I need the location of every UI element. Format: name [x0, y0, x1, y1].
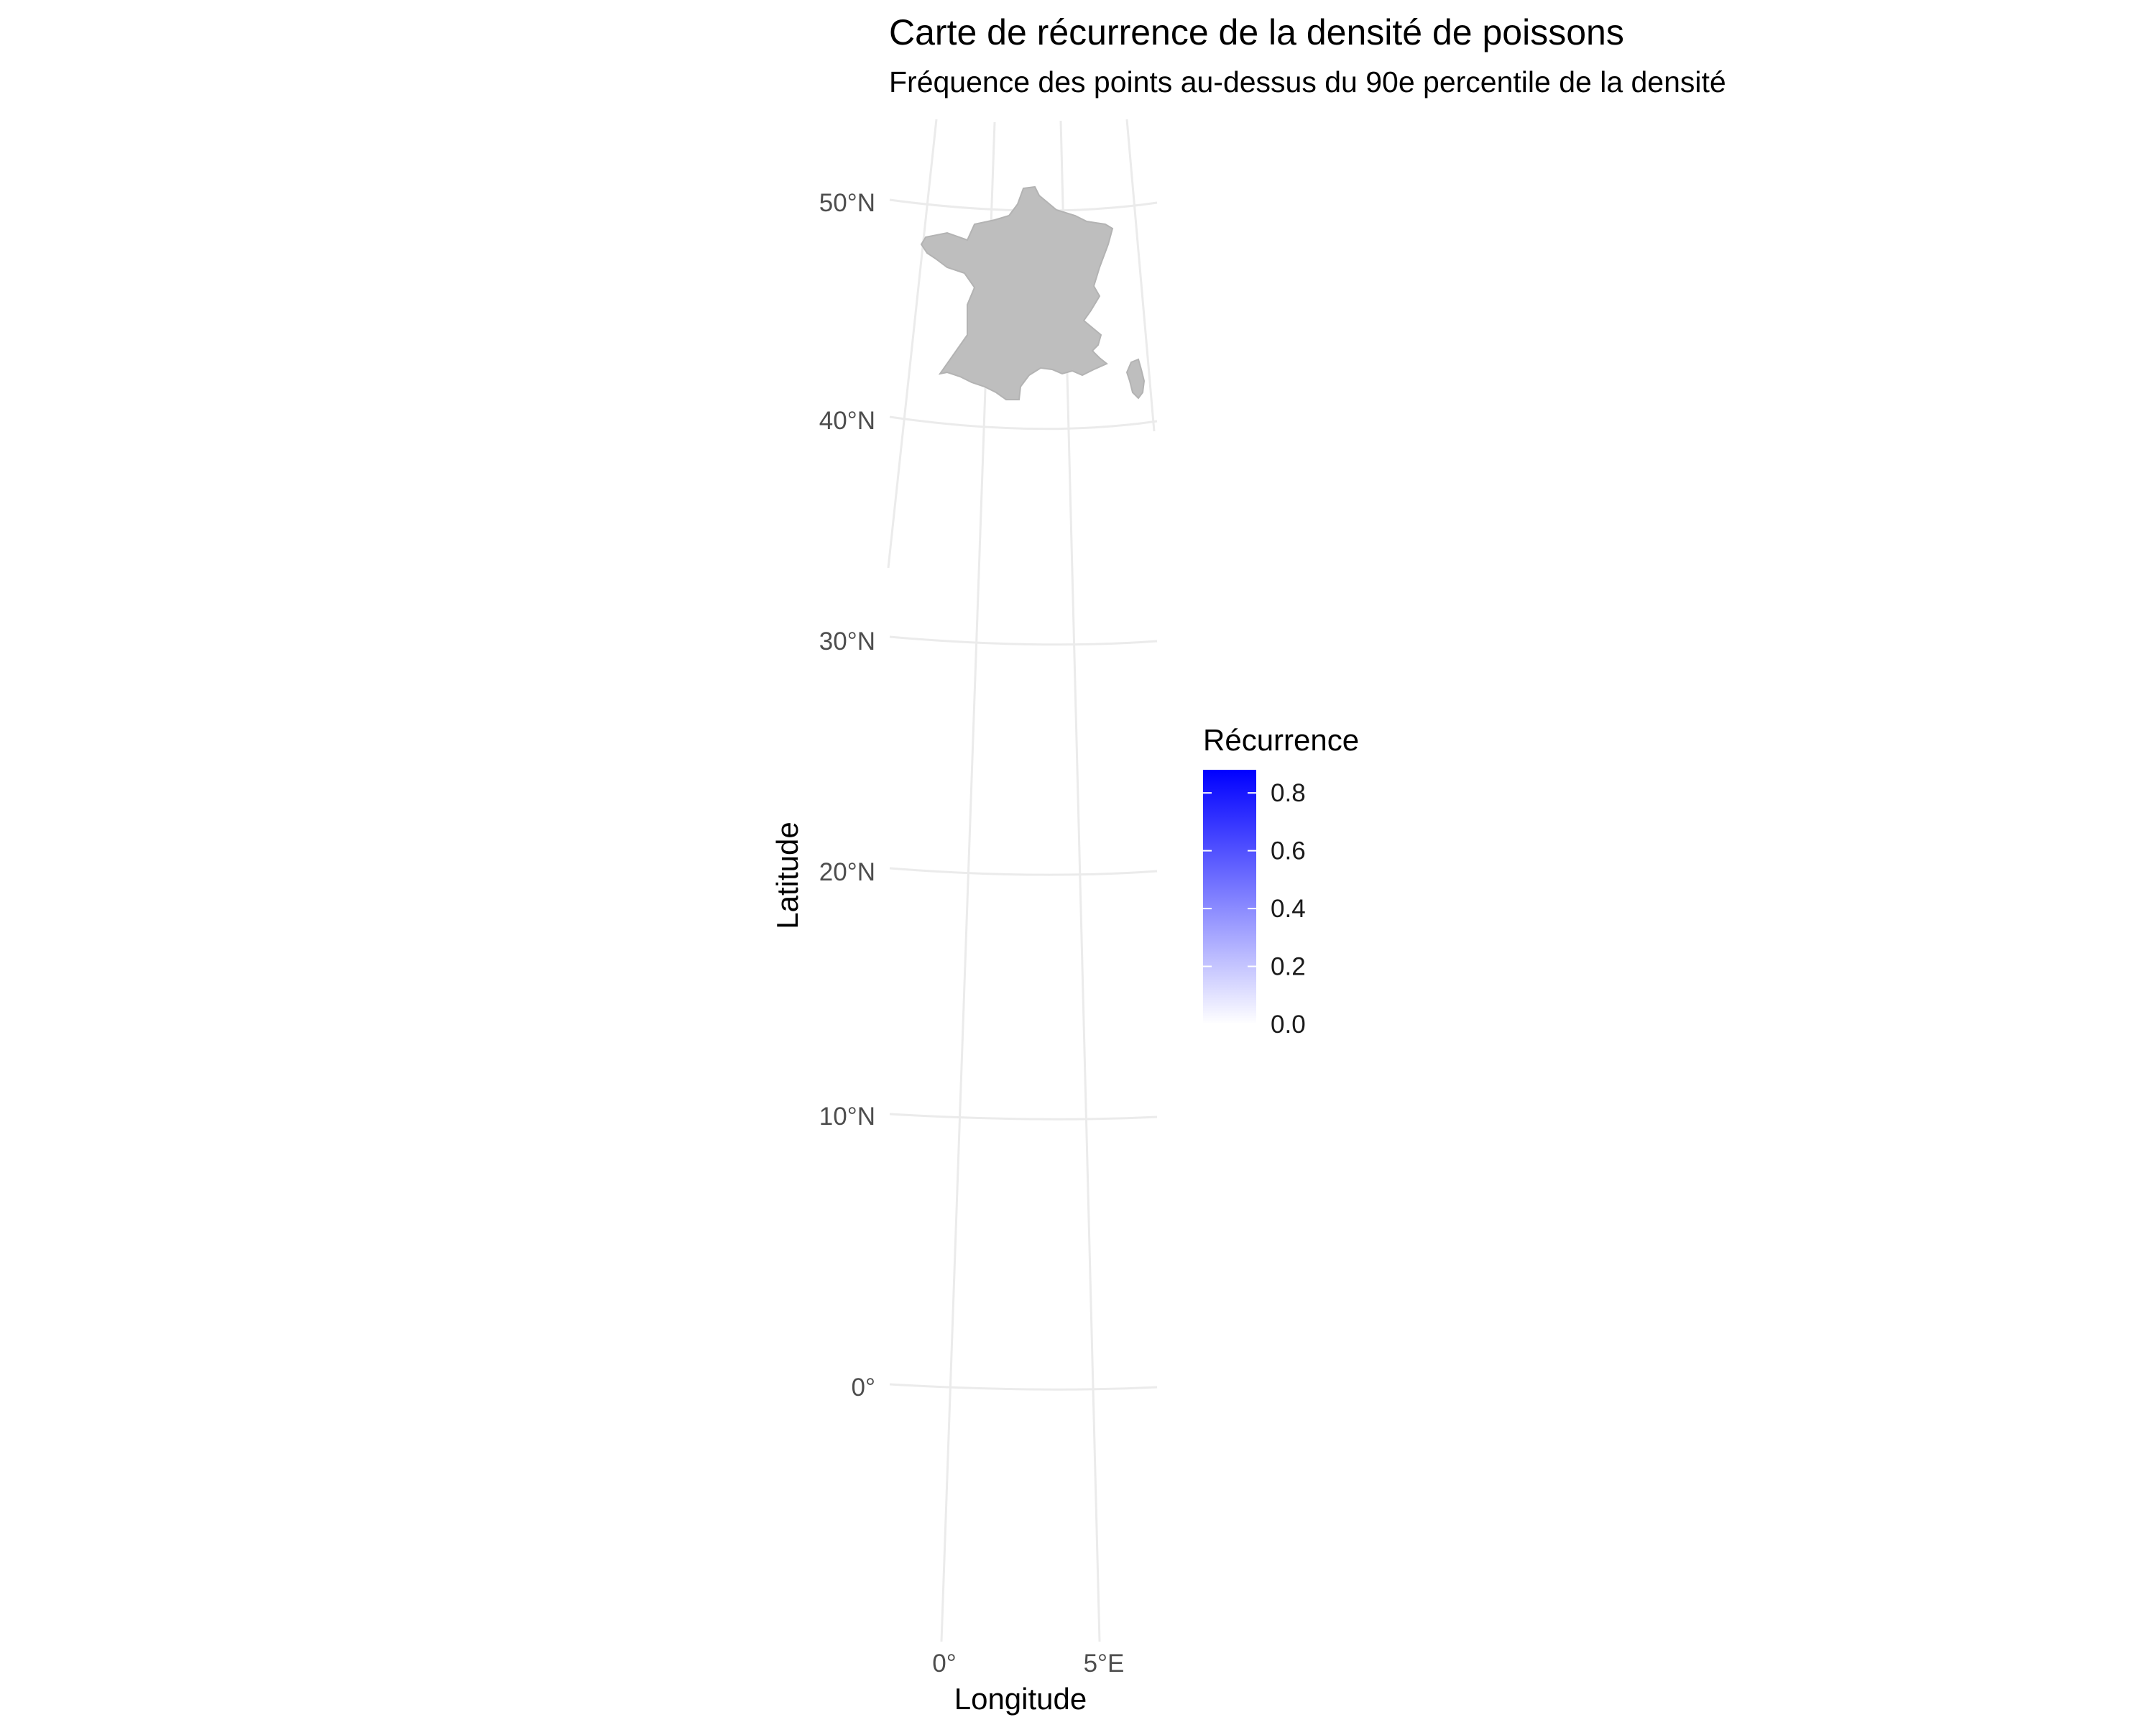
legend-label: 0.6: [1271, 837, 1306, 865]
legend-label: 0.4: [1271, 895, 1306, 923]
corsica: [1125, 358, 1146, 400]
map-subtitle: Fréquence des points au-dessus du 90e pe…: [889, 65, 1726, 98]
y-tick-label: 20°N: [819, 858, 875, 886]
legend-labels: 0.8 0.6 0.4 0.2 0.0: [1271, 779, 1306, 1039]
graticule-meridian-5: [1059, 120, 1101, 1642]
legend-label: 0.0: [1271, 1011, 1306, 1039]
graticule: [887, 119, 1158, 1642]
y-tick-label: 30°N: [819, 627, 875, 656]
map-title: Carte de récurrence de la densité de poi…: [889, 12, 1624, 52]
graticule-parallel-30: [889, 635, 1158, 646]
graticule-parallel-10: [889, 1113, 1158, 1121]
legend-label: 0.8: [1271, 779, 1306, 807]
legend-colorbar: [1203, 770, 1256, 1024]
graticule-meridian-minus5: [887, 119, 938, 569]
graticule-parallel-20: [889, 867, 1158, 876]
legend: Récurrence 0.8 0.6 0.4 0.2 0.0: [1203, 723, 1359, 1039]
legend-title: Récurrence: [1203, 723, 1359, 757]
france-mainland: [920, 185, 1114, 400]
y-tick-label: 40°N: [819, 407, 875, 435]
legend-label: 0.2: [1271, 953, 1306, 981]
y-tick-label: 0°: [852, 1374, 875, 1402]
y-tick-label: 10°N: [819, 1103, 875, 1131]
x-axis-title: Longitude: [954, 1682, 1087, 1716]
legend-ticks: [1203, 792, 1256, 1025]
graticule-parallel-40: [889, 415, 1158, 431]
graticule-meridian-10: [1125, 119, 1156, 432]
x-axis: 0° 5°E: [932, 1650, 1124, 1678]
y-axis: 50°N 40°N 30°N 20°N 10°N 0°: [819, 189, 875, 1402]
x-tick-label: 5°E: [1084, 1650, 1125, 1678]
y-tick-label: 50°N: [819, 189, 875, 217]
x-tick-label: 0°: [932, 1650, 956, 1678]
graticule-parallel-0: [889, 1383, 1158, 1391]
y-axis-title: Latitude: [770, 822, 804, 929]
